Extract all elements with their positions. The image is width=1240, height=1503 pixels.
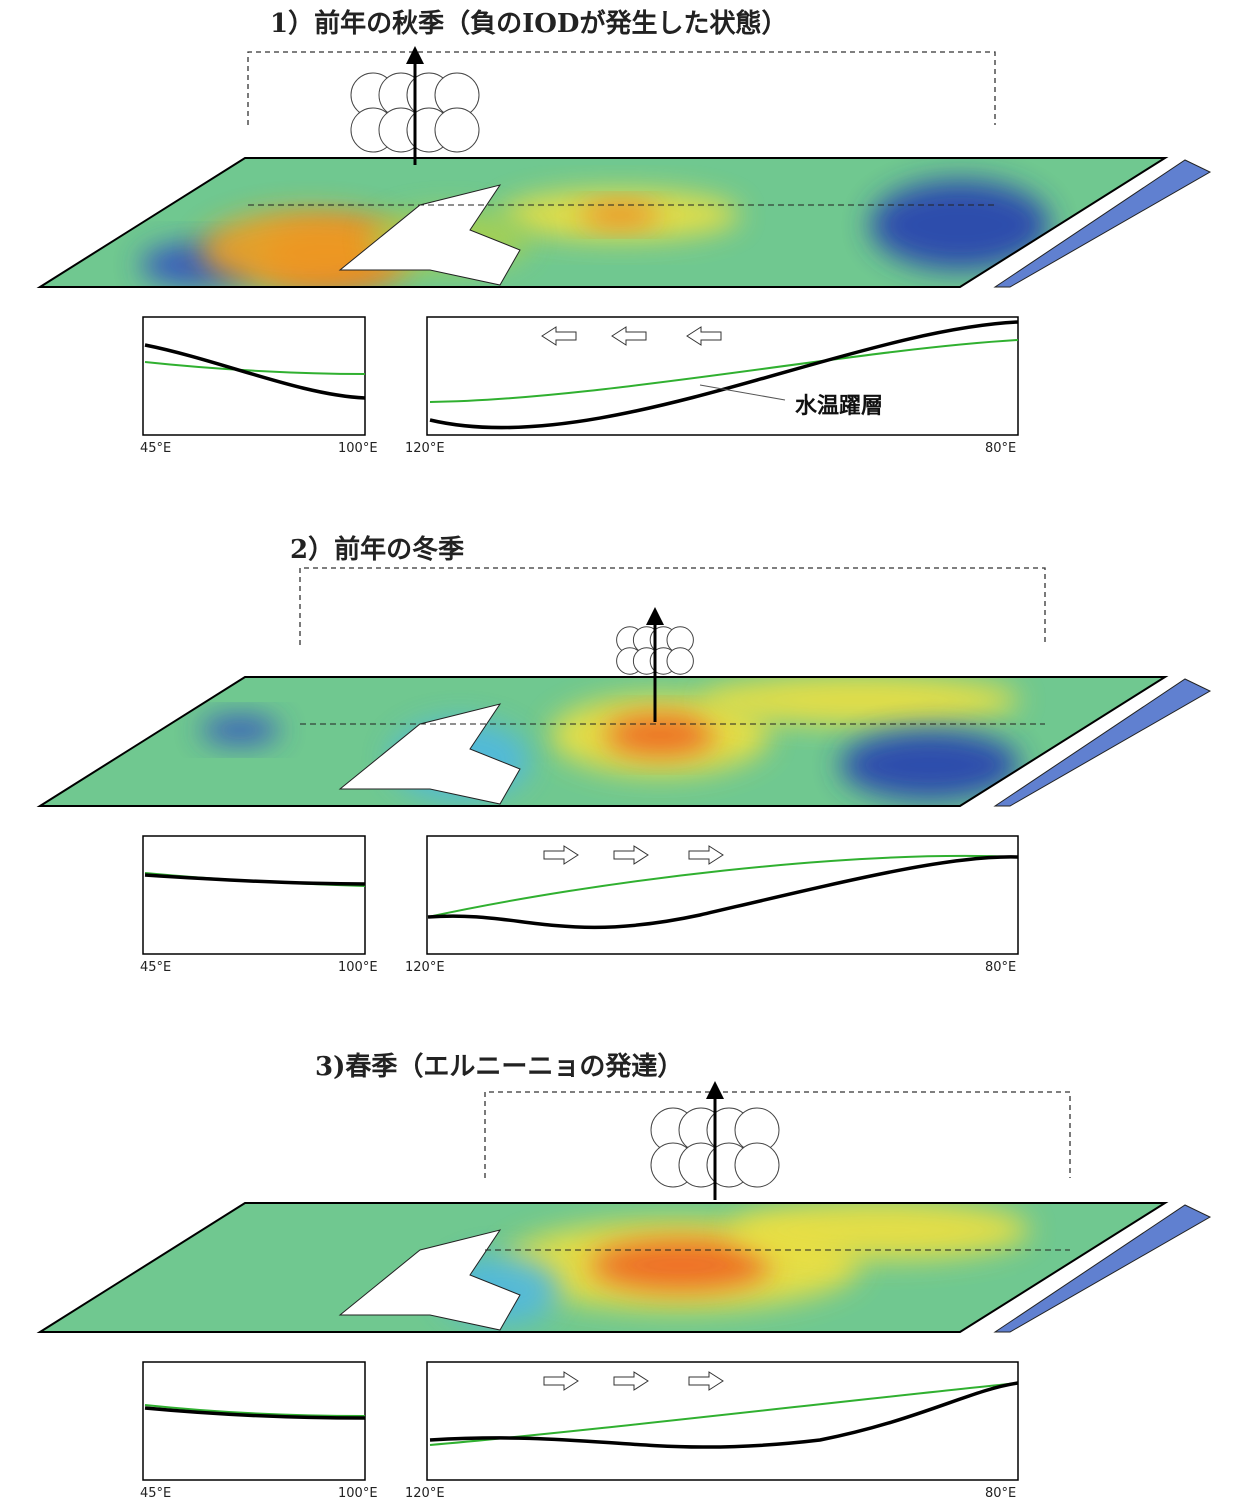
axis-label: 120°E [405,1486,445,1501]
panel: 2）前年の冬季 45°E 100°E 120°E 80°E [40,534,1210,975]
section-box [143,836,365,954]
section-box [143,1362,365,1480]
axis-label: 80°E [985,960,1016,975]
sst-anomaly [605,715,715,755]
sst-anomaly [730,1200,1030,1260]
panel-title: 1）前年の秋季（負のIODが発生した状態） [270,8,787,39]
axis-label: 120°E [405,960,445,975]
axis-label: 45°E [140,441,171,456]
axis-label: 100°E [338,1486,378,1501]
cloud [667,648,693,674]
axis-label: 100°E [338,960,378,975]
section-box [427,836,1018,954]
cloud [735,1143,779,1187]
panel: 1）前年の秋季（負のIODが発生した状態） 45°E 100°E 120°E 80°E 水… [40,8,1210,456]
panel: 3)春季（エルニーニョの発達） 45°E 100°E 120°E 80°E [40,1052,1210,1501]
axis-label: 45°E [140,960,171,975]
sst-anomaly [700,675,1020,725]
sst-anomaly [590,1240,770,1290]
axis-label: 45°E [140,1486,171,1501]
panel-title: 2）前年の冬季 [290,534,464,565]
sst-anomaly [840,730,1020,800]
sst-anomaly [580,203,660,227]
axis-label: 80°E [985,441,1016,456]
cloud [435,108,479,152]
panel-title: 3)春季（エルニーニョの発達） [315,1052,683,1082]
sst-anomaly [200,716,280,744]
section-box [427,1362,1018,1480]
axis-label: 120°E [405,441,445,456]
annotation: 水温躍層 [795,393,883,419]
axis-label: 80°E [985,1486,1016,1501]
sst-anomaly [870,180,1050,270]
axis-label: 100°E [338,441,378,456]
figure: 1）前年の秋季（負のIODが発生した状態） 45°E 100°E 120°E 80°E 水… [0,0,1240,1503]
